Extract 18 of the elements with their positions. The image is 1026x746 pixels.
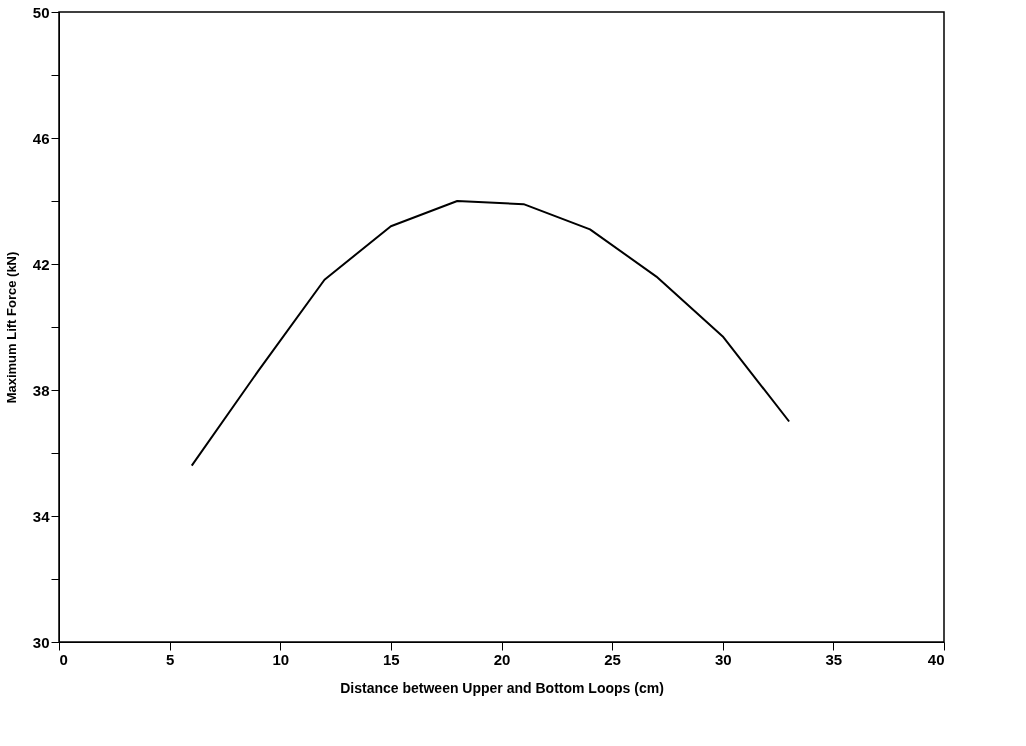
- x-tick-label: 20: [493, 650, 511, 668]
- x-tick-label: 25: [604, 650, 621, 668]
- x-axis-title: Distance between Upper and Bottom Loops (cm): [340, 679, 664, 696]
- y-tick-label: 34: [32, 507, 51, 525]
- y-tick-label: 46: [32, 129, 50, 147]
- x-tick-label: 15: [383, 650, 400, 668]
- x-tick-label: 35: [825, 650, 843, 668]
- y-tick-label: 50: [32, 3, 50, 21]
- y-tick-label: 42: [32, 255, 50, 273]
- x-tick-label: 10: [272, 650, 290, 668]
- x-tick-label: 30: [714, 650, 732, 668]
- x-tick-label: 0: [59, 650, 68, 668]
- y-axis-title: Maximum Lift Force (kN): [3, 251, 19, 404]
- y-tick-label: 30: [32, 633, 50, 651]
- x-tick-label: 40: [927, 650, 945, 668]
- line-series: [190, 200, 791, 467]
- x-tick-label: 5: [165, 650, 175, 668]
- y-tick-label: 38: [32, 381, 50, 399]
